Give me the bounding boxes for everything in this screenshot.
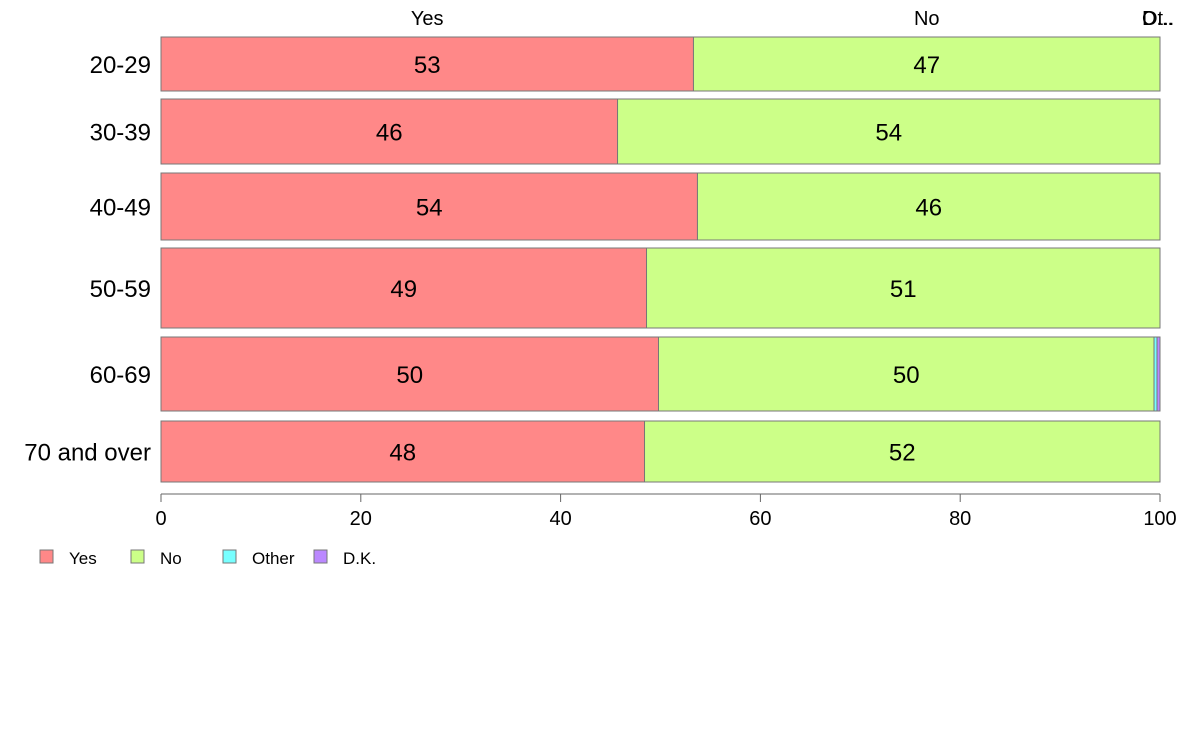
bar-no-2 — [617, 98, 1161, 165]
category-label: 60-69 — [90, 362, 151, 389]
legend-swatch-no — [130, 549, 145, 564]
bar-no-3 — [696, 172, 1161, 241]
data-label: 46 — [915, 195, 942, 222]
bar-yes-2 — [160, 98, 619, 165]
bar-yes-3 — [160, 172, 698, 241]
column-header: Ot.. — [1142, 8, 1174, 30]
legend-swatch-other — [222, 549, 237, 564]
bars-layer — [160, 36, 1161, 483]
column-header: Yes — [411, 8, 444, 30]
category-label: 30-39 — [90, 120, 151, 147]
category-label: 50-59 — [90, 276, 151, 303]
x-tick-label: 60 — [749, 508, 771, 530]
column-header: No — [914, 8, 940, 30]
column-header-layer: Yes No Ot..D... — [411, 8, 1174, 30]
data-label: 53 — [414, 52, 441, 79]
data-label: 54 — [416, 195, 443, 222]
bar-yes-4 — [160, 247, 648, 329]
data-label: 48 — [389, 440, 416, 467]
bar-no-5 — [658, 336, 1155, 412]
x-tick-label: 80 — [949, 508, 971, 530]
category-label: 70 and over — [24, 440, 151, 467]
legend-label: Yes — [69, 549, 97, 568]
data-label: 51 — [890, 276, 917, 303]
bar-yes-1 — [160, 36, 694, 92]
bar-no-4 — [646, 247, 1161, 329]
x-tick-label: 40 — [549, 508, 571, 530]
data-label: 49 — [390, 276, 417, 303]
data-label: 50 — [396, 362, 423, 389]
bar-no-6 — [644, 420, 1161, 483]
data-label: 52 — [889, 440, 916, 467]
data-label: 47 — [913, 52, 940, 79]
data-label: 50 — [893, 362, 920, 389]
x-tick-label: 0 — [155, 508, 166, 530]
column-header: D... — [1142, 8, 1173, 30]
legend-swatch-d-k- — [313, 549, 328, 564]
legend-label: D.K. — [343, 549, 376, 568]
data-label: 46 — [376, 120, 403, 147]
legend-swatch-yes — [39, 549, 54, 564]
x-axis: 0 20 40 60 80 100 — [155, 493, 1177, 530]
bar-yes-6 — [160, 420, 646, 483]
bar-d-k--5 — [1156, 336, 1161, 412]
x-tick-label: 100 — [1143, 508, 1176, 530]
data-labels-layer: 53 47 46 54 54 46 49 51 50 50 48 52 — [376, 52, 942, 467]
legend-label: Other — [252, 549, 295, 568]
category-label: 20-29 — [90, 52, 151, 79]
bar-no-1 — [692, 36, 1161, 92]
bar-yes-5 — [160, 336, 660, 412]
x-tick-label: 20 — [350, 508, 372, 530]
data-label: 54 — [875, 120, 902, 147]
legend-label: No — [160, 549, 182, 568]
legend: Yes No Other D.K. — [39, 549, 376, 568]
category-label: 40-49 — [90, 195, 151, 222]
category-labels-layer: 20-29 30-39 40-49 50-59 60-69 70 and over — [24, 52, 151, 467]
